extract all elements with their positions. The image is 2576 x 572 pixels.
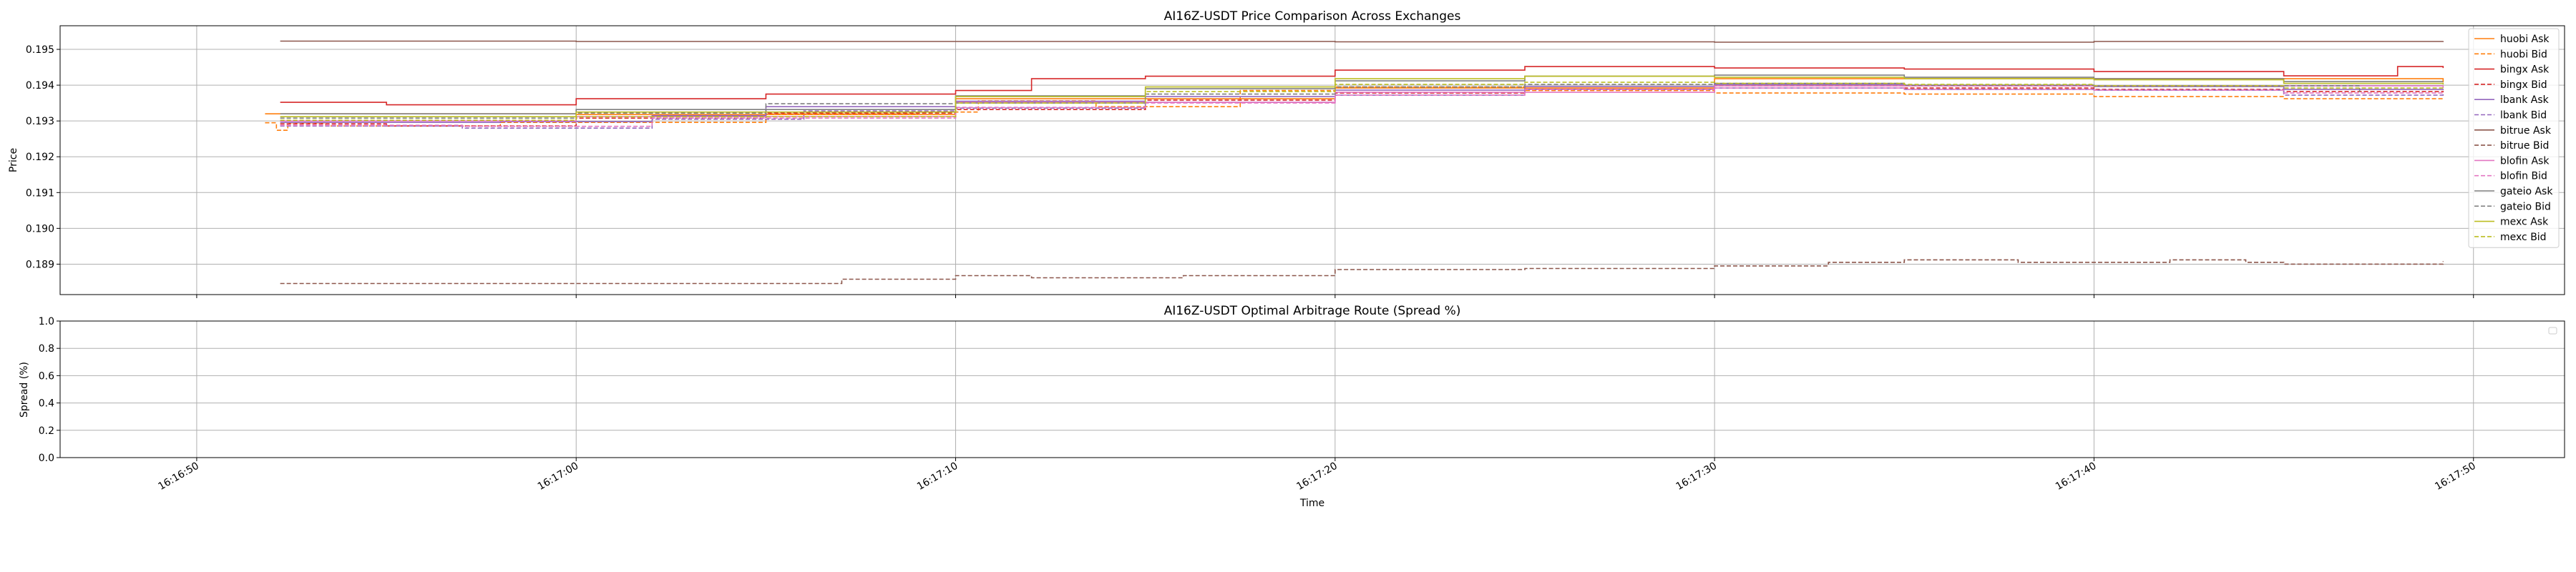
legend-entry: mexc Bid [2500, 232, 2547, 243]
legend-entry: bingx Ask [2500, 64, 2550, 76]
top-ytick-label: 0.191 [26, 187, 54, 199]
bottom-xtick-label: 16:16:50 [156, 460, 200, 493]
bottom-xtick-label: 16:17:40 [2054, 460, 2098, 493]
empty-legend-box [2548, 327, 2557, 335]
bottom-xtick-label: 16:17:30 [1674, 460, 1719, 493]
series-line-bitrue-bid [280, 259, 2444, 285]
legend-entry: huobi Bid [2500, 49, 2547, 60]
legend-entry: lbank Ask [2500, 94, 2550, 106]
bottom-ytick-label: 0.6 [39, 370, 54, 382]
legend-entry: gateio Ask [2500, 186, 2553, 197]
bottom-ytick-label: 0.2 [39, 425, 54, 437]
top-ytick-label: 0.192 [26, 152, 54, 163]
bottom-xtick-label: 16:17:10 [915, 460, 960, 493]
bottom-ytick-label: 0.0 [39, 453, 54, 464]
legend-entry: bitrue Bid [2500, 140, 2549, 152]
price-comparison-panel: AI16Z-USDT Price Comparison Across Excha… [8, 9, 2565, 298]
top-ytick-label: 0.195 [26, 44, 54, 56]
series-line-mexc-bid [280, 82, 2444, 121]
legend-entry: lbank Bid [2500, 110, 2547, 122]
legend-entry: bitrue Ask [2500, 125, 2552, 137]
bottom-y-axis-label: Spread (%) [19, 362, 30, 418]
top-series-group [265, 40, 2444, 285]
spread-panel: AI16Z-USDT Optimal Arbitrage Route (Spre… [19, 304, 2565, 509]
bottom-plot-frame [59, 320, 2565, 458]
top-legend: huobi Ask huobi Bid bingx Ask bingx Bid lban… [2468, 28, 2560, 248]
legend-frame [2468, 28, 2560, 248]
top-plot-area [60, 26, 2565, 295]
top-ytick-label: 0.194 [26, 80, 54, 92]
top-ytick-label: 0.190 [26, 223, 54, 235]
bottom-xtick-label: 16:17:50 [2433, 460, 2477, 493]
bottom-ytick-label: 1.0 [39, 316, 54, 327]
bottom-xtick-label: 16:17:00 [536, 460, 580, 493]
bottom-x-axis-label: Time [1299, 498, 1324, 509]
series-line-bitrue-ask [280, 40, 2444, 43]
series-line-huobi-bid [265, 86, 2444, 131]
series-line-mexc-ask [280, 75, 2444, 117]
top-y-axis-label: Price [8, 148, 19, 172]
series-line-blofin-bid [280, 87, 2444, 127]
top-chart-title: AI16Z-USDT Price Comparison Across Excha… [1164, 9, 1461, 24]
bottom-plot-area [60, 321, 2565, 458]
legend-entry: blofin Ask [2500, 155, 2550, 167]
legend-entry: mexc Ask [2500, 217, 2549, 228]
top-ytick-label: 0.193 [26, 116, 54, 127]
legend-entry: bingx Bid [2500, 79, 2547, 91]
legend-entry: blofin Bid [2500, 171, 2547, 182]
bottom-chart-title: AI16Z-USDT Optimal Arbitrage Route (Spre… [1164, 304, 1461, 318]
top-ytick-label: 0.189 [26, 259, 54, 270]
top-plot-frame [59, 25, 2565, 295]
series-line-bingx-ask [280, 66, 2444, 106]
bottom-ytick-label: 0.4 [39, 398, 54, 410]
legend-entry: huobi Ask [2500, 34, 2550, 45]
bottom-xtick-label: 16:17:20 [1294, 460, 1339, 493]
bottom-ytick-label: 0.8 [39, 343, 54, 355]
legend-entry: gateio Bid [2500, 201, 2551, 212]
